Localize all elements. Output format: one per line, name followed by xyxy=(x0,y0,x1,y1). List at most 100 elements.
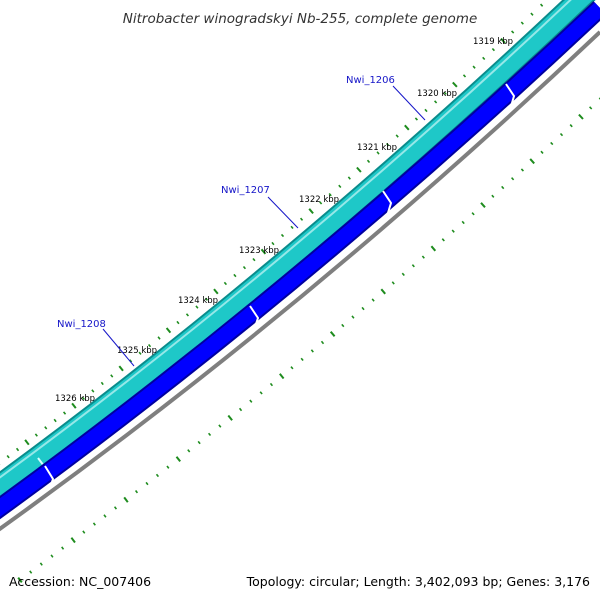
genome-title: Nitrobacter winogradskyi Nb-255, complet… xyxy=(123,11,478,27)
kbp-label-1319: 1319 kbp xyxy=(473,37,513,47)
outer-tick-52 xyxy=(472,65,476,69)
gene-leader-nwi-1207 xyxy=(267,196,299,229)
outer-tick-16 xyxy=(129,359,133,363)
outer-tick-3 xyxy=(6,455,10,459)
inner-tick-10 xyxy=(123,496,129,503)
outer-tick-39 xyxy=(347,176,351,180)
inner-tick-45 xyxy=(480,202,486,208)
inner-tick-3 xyxy=(50,554,54,558)
inner-tick-12 xyxy=(145,481,149,486)
gene-leader-nwi-1208 xyxy=(102,328,135,367)
outer-tick-12 xyxy=(91,389,95,393)
outer-tick-25 xyxy=(213,288,219,295)
inner-tick-43 xyxy=(461,220,465,225)
inner-tick-53 xyxy=(559,132,564,137)
outer-tick-4 xyxy=(15,447,20,452)
inner-tick-17 xyxy=(197,440,201,445)
genome-summary-text: Topology: circular; Length: 3,402,093 bp… xyxy=(246,574,590,589)
inner-tick-56 xyxy=(589,106,593,110)
inner-tick-6 xyxy=(82,530,86,534)
outer-tick-11 xyxy=(81,396,85,400)
outer-tick-31 xyxy=(271,241,275,246)
outer-tick-23 xyxy=(195,305,199,309)
accession-text: Accession: NC_007406 xyxy=(9,574,151,589)
kbp-label-1325: 1325 kbp xyxy=(117,346,157,356)
inner-tick-30 xyxy=(329,331,336,337)
inner-tick-34 xyxy=(371,298,375,302)
outer-tick-7 xyxy=(44,426,48,430)
outer-tick-17 xyxy=(138,351,142,355)
outer-tick-5 xyxy=(24,439,30,446)
outer-tick-43 xyxy=(386,142,390,147)
outer-tick-24 xyxy=(204,297,209,301)
outer-tick-32 xyxy=(280,233,285,238)
inner-tick-39 xyxy=(421,255,425,259)
gene-label-nwi-1206[interactable]: Nwi_1206 xyxy=(346,75,395,86)
inner-tick-35 xyxy=(380,288,386,295)
inner-tick-50 xyxy=(529,158,535,165)
genome-backbone xyxy=(0,30,600,532)
gene-label-nwi-1208[interactable]: Nwi_1208 xyxy=(57,319,106,330)
inner-tick-20 xyxy=(227,414,233,421)
inner-tick-7 xyxy=(92,522,96,526)
outer-tick-13 xyxy=(100,381,104,386)
inner-tick-15 xyxy=(175,456,181,463)
inner-tick-25 xyxy=(279,373,285,380)
inner-tick-48 xyxy=(510,177,515,181)
gene-leader-nwi-1206 xyxy=(392,85,426,121)
outer-tick-38 xyxy=(338,184,342,189)
reverse-gene-boundary-2 xyxy=(382,190,393,217)
outer-tick-44 xyxy=(395,134,399,138)
kbp-label-1323: 1323 kbp xyxy=(239,246,279,256)
outer-tick-57 xyxy=(520,21,524,25)
inner-tick-31 xyxy=(341,323,345,328)
outer-tick-row xyxy=(0,3,544,465)
reverse-gene-boundary-1 xyxy=(505,83,516,111)
outer-tick-49 xyxy=(443,91,447,95)
inner-tick-2 xyxy=(39,562,43,566)
outer-tick-51 xyxy=(462,74,467,78)
outer-tick-30 xyxy=(260,248,267,255)
reverse-gene-boundary-4 xyxy=(44,465,55,492)
outer-tick-6 xyxy=(34,433,38,437)
outer-tick-8 xyxy=(53,418,57,423)
inner-tick-46 xyxy=(491,194,495,198)
inner-tick-19 xyxy=(218,424,222,428)
outer-tick-58 xyxy=(530,12,534,16)
inner-tick-42 xyxy=(451,229,455,233)
inner-tick-18 xyxy=(207,432,212,437)
inner-tick-33 xyxy=(361,306,365,311)
outer-tick-48 xyxy=(434,100,438,104)
outer-tick-53 xyxy=(482,56,486,61)
outer-tick-56 xyxy=(511,30,515,34)
outer-tick-20 xyxy=(165,327,172,334)
outer-tick-19 xyxy=(157,336,161,340)
outer-tick-34 xyxy=(299,217,304,221)
reverse-strand-track xyxy=(0,1,600,520)
outer-tick-29 xyxy=(252,257,256,262)
forward-strand-body xyxy=(0,0,593,498)
inner-tick-11 xyxy=(134,490,139,494)
gene-label-nwi-1207[interactable]: Nwi_1207 xyxy=(221,185,270,196)
inner-tick-23 xyxy=(259,391,263,395)
outer-tick-18 xyxy=(147,343,152,348)
reverse-strand-body xyxy=(0,2,600,517)
inner-tick-32 xyxy=(351,315,355,319)
outer-tick-21 xyxy=(176,320,180,325)
outer-tick-59 xyxy=(540,3,544,7)
inner-tick-16 xyxy=(187,449,191,453)
inner-tick-5 xyxy=(70,537,76,544)
outer-tick-45 xyxy=(404,124,410,131)
kbp-label-1322: 1322 kbp xyxy=(299,195,339,205)
inner-tick-55 xyxy=(578,113,584,120)
outer-tick-27 xyxy=(233,273,237,278)
forward-strand-track xyxy=(0,0,596,500)
outer-tick-9 xyxy=(62,411,67,415)
outer-tick-22 xyxy=(185,313,190,317)
outer-tick-54 xyxy=(491,47,495,52)
inner-tick-row xyxy=(17,97,600,584)
map-graphics: 1319 kbp 1320 kbp 1321 kbp 1322 kbp 1323… xyxy=(0,0,600,584)
inner-tick-1 xyxy=(29,570,33,574)
inner-tick-8 xyxy=(103,514,107,518)
inner-tick-0 xyxy=(17,576,23,584)
